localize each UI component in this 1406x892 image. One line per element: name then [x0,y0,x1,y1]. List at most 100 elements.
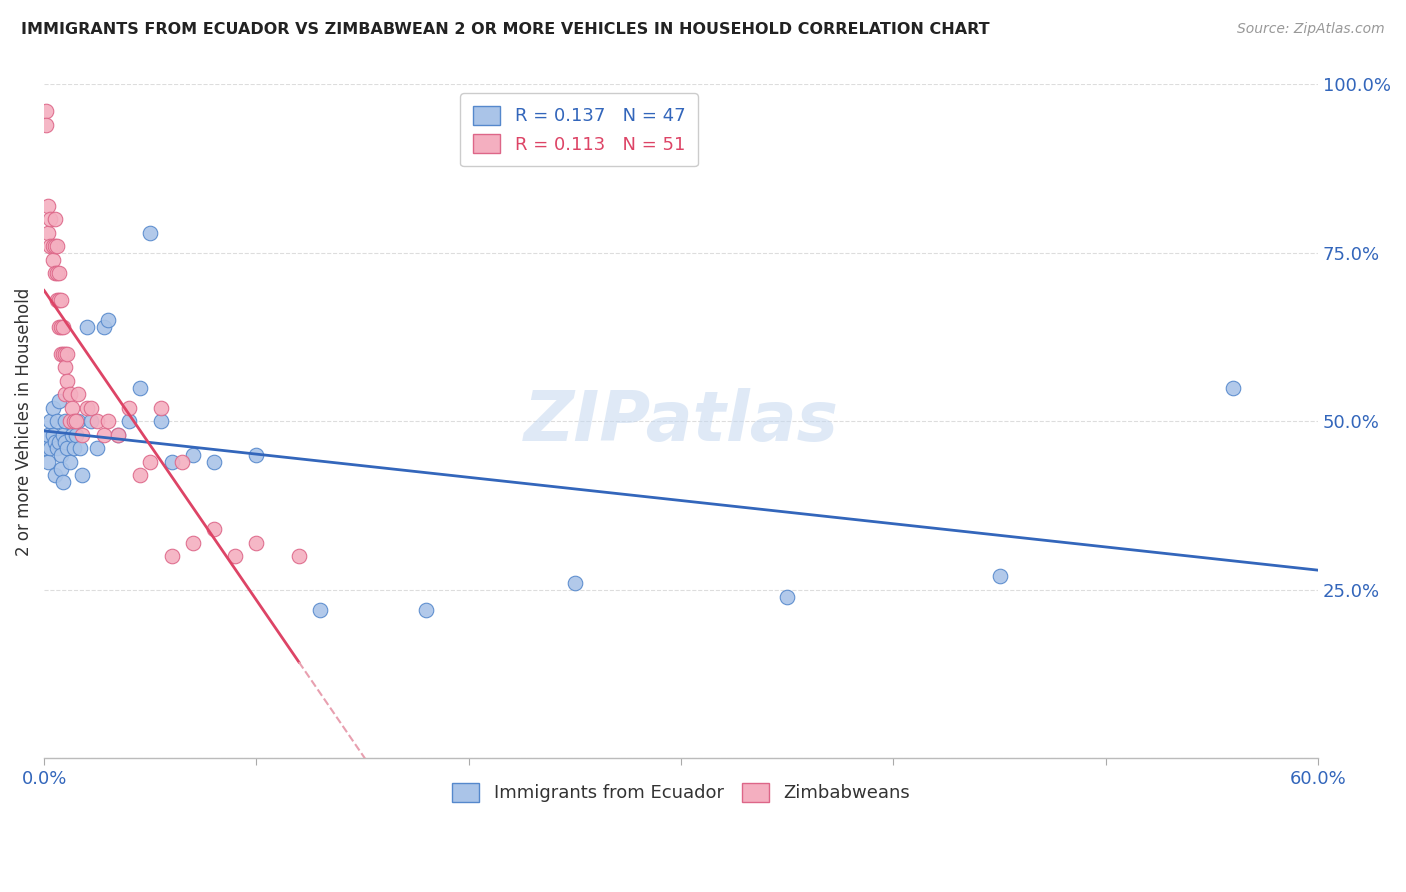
Point [86,414,108,428]
Point [128,381,150,395]
Point [160,549,183,564]
Point [80,414,103,428]
Point [245,448,267,462]
Point [44,434,66,449]
Point [44,468,66,483]
Point [41,401,63,415]
Point [35,118,58,132]
Point [37,199,59,213]
Point [97,313,120,327]
Point [118,414,141,428]
Point [39,414,62,428]
Point [67,387,90,401]
Point [72,468,94,483]
Point [37,226,59,240]
Point [53,360,76,375]
Point [69,442,91,456]
Point [202,455,225,469]
Point [107,428,129,442]
Point [181,448,204,462]
Point [139,226,162,240]
Point [118,401,141,415]
Point [67,414,90,428]
Point [53,347,76,361]
Point [93,320,115,334]
Point [49,461,72,475]
Point [37,455,59,469]
Point [49,320,72,334]
Point [45,239,67,253]
Point [45,414,67,428]
Point [149,401,172,415]
Point [309,603,332,617]
Point [39,212,62,227]
Point [56,374,79,388]
Legend: Immigrants from Ecuador, Zimbabweans: Immigrants from Ecuador, Zimbabweans [441,772,921,814]
Point [988,569,1011,583]
Point [80,401,103,415]
Point [58,455,80,469]
Point [160,455,183,469]
Point [288,549,311,564]
Point [35,442,58,456]
Point [52,475,75,489]
Point [48,266,70,280]
Point [76,401,98,415]
Point [41,239,63,253]
Point [776,590,799,604]
Point [58,387,80,401]
Point [72,428,94,442]
Point [245,535,267,549]
Text: IMMIGRANTS FROM ECUADOR VS ZIMBABWEAN 2 OR MORE VEHICLES IN HOUSEHOLD CORRELATIO: IMMIGRANTS FROM ECUADOR VS ZIMBABWEAN 2 … [21,22,990,37]
Point [44,239,66,253]
Point [86,442,108,456]
Point [76,320,98,334]
Point [564,576,586,591]
Point [60,401,83,415]
Point [41,252,63,267]
Point [1222,381,1244,395]
Point [53,414,76,428]
Point [97,414,120,428]
Point [39,442,62,456]
Point [35,104,58,119]
Point [52,320,75,334]
Y-axis label: 2 or more Vehicles in Household: 2 or more Vehicles in Household [15,287,32,556]
Point [415,603,437,617]
Point [65,428,87,442]
Point [45,266,67,280]
Point [52,428,75,442]
Point [45,442,67,456]
Point [60,428,83,442]
Point [48,293,70,307]
Point [56,347,79,361]
Text: ZIPatlas: ZIPatlas [523,388,838,455]
Point [63,414,86,428]
Point [128,468,150,483]
Point [44,266,66,280]
Point [49,448,72,462]
Point [39,239,62,253]
Point [202,522,225,536]
Point [37,428,59,442]
Point [149,414,172,428]
Point [107,428,129,442]
Point [52,347,75,361]
Point [58,414,80,428]
Point [53,434,76,449]
Point [45,293,67,307]
Point [48,394,70,409]
Point [48,434,70,449]
Point [172,455,194,469]
Point [44,212,66,227]
Point [63,442,86,456]
Point [49,293,72,307]
Point [65,414,87,428]
Point [139,455,162,469]
Point [224,549,246,564]
Point [53,387,76,401]
Point [181,535,204,549]
Point [56,442,79,456]
Point [41,428,63,442]
Text: Source: ZipAtlas.com: Source: ZipAtlas.com [1237,22,1385,37]
